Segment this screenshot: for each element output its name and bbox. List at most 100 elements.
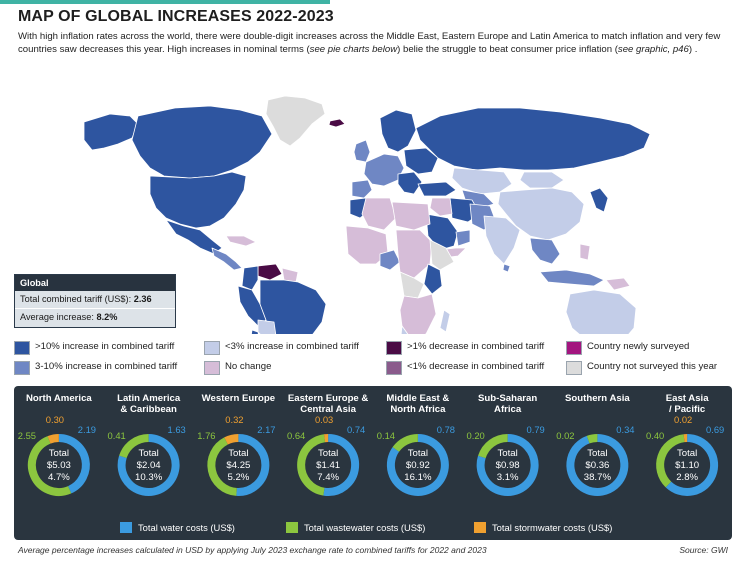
source-note: Source: GWI (679, 545, 728, 555)
legend-label: >10% increase in combined tariff (35, 341, 175, 352)
region-canada (131, 105, 273, 179)
region-uk-ireland (353, 139, 371, 163)
donut-region-name: & Caribbean (120, 404, 177, 415)
donut-segment-water (386, 434, 449, 496)
page-title: MAP OF GLOBAL INCREASES 2022-2023 (18, 8, 334, 25)
region-alaska (83, 113, 139, 151)
region-eastern-europe (403, 147, 439, 175)
donut-segment-water (476, 434, 539, 496)
legend-swatch (14, 361, 30, 375)
donut-total-label: Total (587, 448, 607, 459)
donut-chart-panel: North America Total $5.03 4.7% 2.19 2.55 0.30 L… (14, 386, 732, 540)
donut-stormwater-label: 0.30 (46, 414, 64, 425)
donut-charts-svg: North AmericaTotal$5.034.7%2.192.550.30L… (18, 393, 724, 533)
region-iceland (328, 118, 346, 128)
region-indonesia (539, 269, 605, 287)
region-australia (565, 289, 637, 334)
legend-swatch (566, 361, 582, 375)
donut-region-name: Sub-Saharan (478, 393, 537, 404)
legend-swatch (204, 341, 220, 355)
donut-stormwater-label: 0.02 (674, 414, 692, 425)
global-increase-value: 8.2% (96, 312, 118, 322)
region-libya-egypt (391, 201, 431, 231)
donut-region-name: Western Europe (202, 393, 275, 404)
intro-part-4: see graphic, p46 (617, 44, 689, 55)
donut-segment-water (566, 434, 629, 496)
donut-segment-water (236, 434, 270, 496)
donut-segment-wastewater (119, 434, 149, 459)
region-east-africa (423, 263, 443, 295)
region-mongolia (519, 171, 565, 189)
donut-segment-wastewater (656, 434, 685, 488)
region-southern-africa (399, 293, 437, 334)
donut-region-name: Latin America (117, 393, 181, 404)
region-nigeria (379, 249, 401, 271)
donut-total-label: Total (497, 448, 517, 459)
donut-region-name: Africa (494, 404, 522, 415)
donut-wastewater-label: 0.20 (467, 430, 485, 441)
region-scandinavia (379, 109, 417, 153)
donut-segment-wastewater (392, 434, 419, 452)
donut-increase-value: 4.7% (48, 472, 70, 483)
donut-region-name: North America (26, 393, 92, 404)
region-congo (399, 271, 425, 299)
intro-part-1: With high inflation rates across the wor… (18, 31, 721, 55)
global-tariff-label: Total combined tariff (US$): (20, 294, 134, 304)
series-legend-label: Total water costs (US$) (138, 522, 235, 533)
legend-swatch (386, 341, 402, 355)
donut-segment-wastewater (27, 436, 72, 496)
donut-region-name: North Africa (390, 404, 446, 415)
donut-water-label: 0.79 (527, 424, 545, 435)
region-turkey (417, 181, 457, 197)
legend-swatch (566, 341, 582, 355)
region-southeast-asia (529, 237, 561, 265)
global-tariff-row: Total combined tariff (US$): 2.36 (15, 291, 175, 308)
donut-wastewater-label: 0.40 (646, 430, 664, 441)
accent-bar (0, 0, 330, 4)
series-legend-label: Total stormwater costs (US$) (492, 522, 612, 533)
donut-segment-water (58, 434, 90, 494)
donut-stormwater-label: 0.32 (225, 414, 243, 425)
region-south-africa (400, 325, 427, 334)
region-horn-of-africa (429, 239, 455, 271)
donut-water-label: 0.78 (437, 424, 455, 435)
donut-total-label: Total (138, 448, 158, 459)
region-iberia (351, 179, 373, 199)
donut-increase-value: 7.4% (317, 472, 339, 483)
region-philippines (579, 243, 591, 261)
global-increase-label: Average increase: (20, 312, 97, 322)
donut-segment-water (665, 434, 719, 496)
donut-total-value: $1.41 (316, 460, 340, 471)
donut-total-value: $0.36 (585, 460, 609, 471)
region-iraq-syria (429, 197, 453, 217)
donut-total-value: $4.25 (226, 460, 250, 471)
region-greenland (265, 95, 326, 147)
region-central-africa (395, 229, 433, 279)
legend-label: No change (225, 361, 272, 372)
donut-wastewater-label: 0.14 (377, 430, 395, 441)
legend-label: Country not surveyed this year (587, 361, 718, 372)
donut-region-name: / Pacific (669, 404, 706, 415)
region-italy-balkans (397, 171, 423, 195)
region-bolivia (257, 319, 277, 334)
donut-wastewater-label: 1.76 (197, 430, 215, 441)
donut-increase-value: 10.3% (135, 472, 163, 483)
legend-label: <3% increase in combined tariff (225, 341, 359, 352)
intro-part-3: ) belie the struggle to beat consumer pr… (397, 44, 618, 55)
donut-total-label: Total (408, 448, 428, 459)
donut-water-label: 2.19 (78, 424, 96, 435)
donut-segment-wastewater (478, 434, 508, 459)
donut-total-value: $0.92 (406, 460, 430, 471)
region-algeria (361, 197, 397, 231)
world-map (0, 58, 746, 334)
donut-segment-wastewater (207, 437, 238, 496)
donut-wastewater-label: 2.55 (18, 430, 36, 441)
legend-label: Country newly surveyed (587, 341, 690, 352)
legend-label: >1% decrease in combined tariff (407, 341, 545, 352)
donut-wastewater-label: 0.02 (556, 430, 574, 441)
donut-increase-value: 2.8% (676, 472, 698, 483)
region-china (497, 187, 585, 241)
series-legend-swatch (286, 522, 298, 533)
region-caribbean (225, 235, 257, 247)
region-madagascar (439, 309, 451, 333)
